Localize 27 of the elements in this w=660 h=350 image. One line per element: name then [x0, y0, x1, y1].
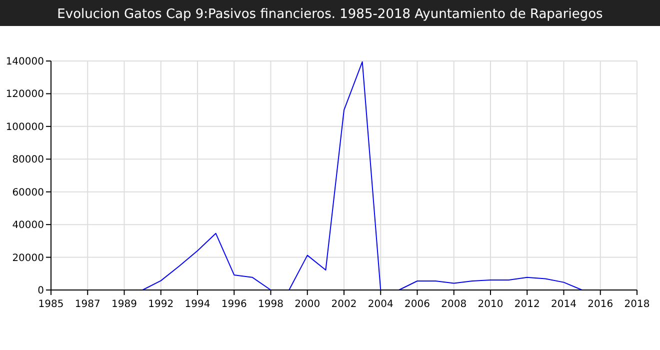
x-tick-label: 1992 [148, 299, 174, 310]
x-tick-label: 2012 [514, 299, 540, 310]
x-tick-label: 1994 [184, 299, 210, 310]
y-tick-label: 60000 [12, 187, 44, 198]
x-tick-label: 1998 [258, 299, 284, 310]
x-tick-label: 1989 [112, 299, 137, 310]
y-tick-label: 40000 [12, 220, 44, 232]
x-tick-label: 2016 [588, 299, 614, 310]
x-tick-label: 2006 [404, 299, 430, 310]
y-tick-label: 120000 [6, 89, 44, 100]
x-tick-label: 1987 [74, 299, 100, 310]
y-tick-label: 100000 [6, 122, 44, 133]
y-tick-label: 0 [38, 286, 44, 296]
x-tick-label: 2014 [551, 299, 576, 310]
x-tick-label: 2002 [331, 299, 357, 310]
chart-title: Evolucion Gatos Cap 9:Pasivos financieros. 1985-2018 Ayuntamiento de Rapariegos [57, 7, 604, 22]
x-tick-label: 2008 [441, 299, 467, 310]
y-tick-label: 80000 [12, 154, 44, 166]
x-tick-label: 2000 [294, 299, 320, 310]
y-tick-label: 20000 [12, 252, 44, 264]
x-tick-label: 2018 [624, 299, 650, 310]
x-tick-label: 2010 [478, 299, 504, 310]
x-tick-label: 1985 [38, 299, 64, 310]
x-tick-label: 1996 [221, 299, 247, 310]
line-series [142, 61, 583, 290]
y-tick-label: 140000 [6, 56, 44, 68]
x-tick-label: 2004 [368, 299, 394, 310]
